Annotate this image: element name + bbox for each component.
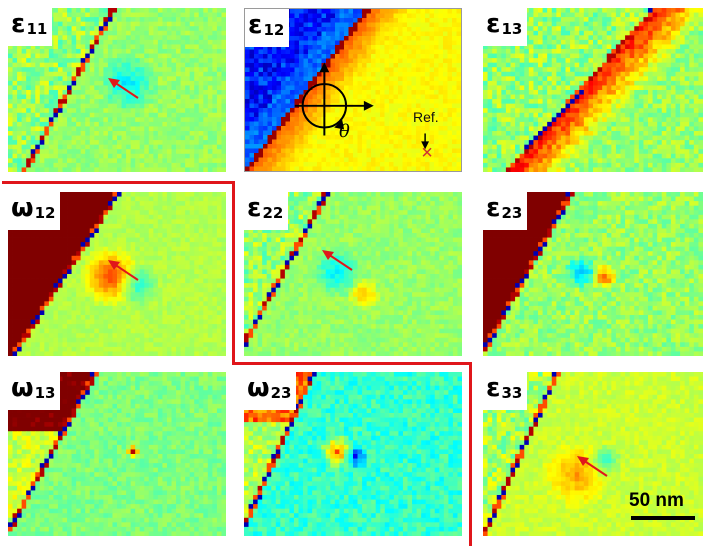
strain-map-epsilon-33 — [483, 372, 703, 536]
panel-epsilon-33: ε33 50 nm — [483, 372, 703, 536]
panel-epsilon-12: ε12 Ref. θ — [244, 8, 462, 172]
rotation-map-omega-13 — [8, 372, 226, 536]
divider-line-right-vertical — [469, 362, 472, 546]
panel-label-omega-12: ω12 — [8, 192, 61, 230]
divider-line-middle-vertical — [232, 181, 235, 364]
panel-label-epsilon-23: ε23 — [483, 192, 528, 230]
strain-map-epsilon-13 — [483, 8, 703, 172]
strain-map-epsilon-12 — [245, 9, 461, 171]
theta-label: θ — [339, 121, 350, 142]
strain-map-epsilon-22 — [244, 192, 462, 356]
divider-line-middle-horizontal — [232, 362, 472, 365]
panel-epsilon-23: ε23 — [483, 192, 703, 356]
panel-label-omega-23: ω23 — [244, 372, 297, 410]
reference-label: Ref. — [413, 109, 439, 125]
panel-label-epsilon-33: ε33 — [483, 372, 528, 410]
panel-label-epsilon-11: ε11 — [8, 8, 53, 46]
divider-line-top — [2, 181, 234, 184]
panel-epsilon-22: ε22 — [244, 192, 462, 356]
scale-bar — [631, 516, 695, 520]
rotation-map-omega-12 — [8, 192, 226, 356]
panel-omega-13: ω13 — [8, 372, 226, 536]
panel-epsilon-11: ε11 — [8, 8, 226, 172]
panel-epsilon-13: ε13 — [483, 8, 703, 172]
panel-label-omega-13: ω13 — [8, 372, 61, 410]
panel-label-epsilon-12: ε12 — [245, 9, 290, 47]
panel-omega-12: ω12 — [8, 192, 226, 356]
panel-label-epsilon-13: ε13 — [483, 8, 528, 46]
panel-omega-23: ω23 — [244, 372, 462, 536]
panel-label-epsilon-22: ε22 — [244, 192, 289, 230]
scale-bar-label: 50 nm — [629, 490, 684, 511]
